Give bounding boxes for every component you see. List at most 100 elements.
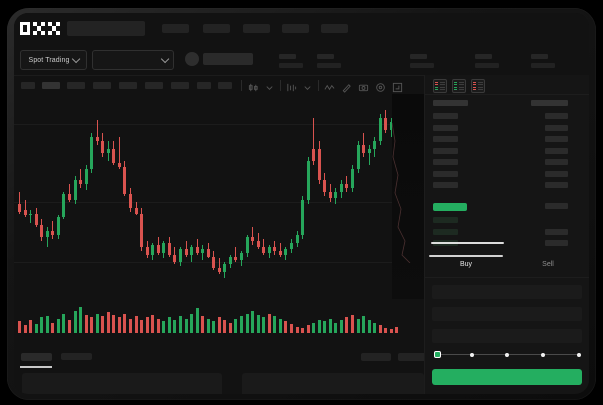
okx-logo-icon[interactable] [20, 22, 60, 35]
timeframe-5[interactable] [119, 82, 137, 89]
chart-right-overlay [392, 94, 424, 299]
volume-bar [367, 320, 371, 333]
volume-bar [351, 314, 354, 333]
tab-sell[interactable]: Sell [542, 261, 554, 268]
nav-search-placeholder[interactable] [67, 21, 145, 36]
timeframe-9[interactable] [218, 82, 232, 89]
orderbook-ask-row [433, 159, 458, 165]
candle-body [317, 149, 321, 181]
volume-bar [262, 317, 266, 333]
trading-pair-selector[interactable] [92, 50, 174, 70]
candle-body [95, 137, 99, 142]
bottom-tab-2[interactable] [61, 353, 92, 360]
bottom-tab-1-active[interactable] [21, 353, 52, 361]
volume-bar [228, 322, 232, 333]
candle-body [356, 145, 360, 169]
chevron-down-icon[interactable] [302, 80, 313, 91]
orderbook-spread-value [545, 203, 568, 209]
candle-body [190, 246, 194, 255]
nav-item-3[interactable] [243, 24, 270, 33]
candle-body [79, 180, 83, 185]
candle-body [90, 137, 94, 169]
line-chart-icon[interactable] [324, 80, 335, 91]
orderbook-asks-icon[interactable] [471, 79, 485, 93]
settings-icon[interactable] [375, 80, 386, 92]
candle-wick [368, 145, 370, 165]
candle-body [145, 246, 149, 255]
fullscreen-icon[interactable] [392, 80, 403, 93]
orderbook-rows[interactable] [425, 94, 589, 247]
bottom-panel-right [242, 373, 424, 394]
ticker-stat-2 [317, 54, 341, 68]
orderbook-spread-highlight [433, 203, 467, 211]
slider-stop-100[interactable] [577, 352, 581, 357]
orderbook-bids-icon[interactable] [452, 79, 466, 93]
amount-percent-slider[interactable] [434, 351, 582, 358]
bottom-action-2[interactable] [398, 353, 428, 361]
nav-item-5[interactable] [321, 24, 348, 33]
candlestick-chart[interactable] [14, 94, 424, 294]
candle-body [162, 242, 166, 253]
volume-bar [245, 313, 249, 333]
candle-wick [30, 209, 32, 224]
tab-buy[interactable]: Buy [459, 261, 473, 268]
amount-field[interactable] [432, 329, 582, 343]
order-type-field[interactable] [432, 285, 582, 299]
volume-bar [117, 317, 121, 333]
candle-body [334, 192, 338, 198]
candle-body [256, 240, 260, 247]
camera-icon[interactable] [358, 80, 369, 92]
volume-bar [267, 313, 271, 333]
volume-bar [51, 322, 55, 333]
submit-buy-button[interactable] [432, 369, 582, 385]
timeframe-2-active[interactable] [42, 82, 60, 89]
timeframe-1[interactable] [21, 82, 35, 89]
slider-stop-25[interactable] [470, 352, 474, 357]
candle-body [384, 117, 388, 130]
volume-bar [317, 320, 321, 333]
timeframe-4[interactable] [93, 82, 111, 89]
nav-item-4[interactable] [282, 24, 309, 33]
volume-bar [45, 316, 49, 333]
candle-body [178, 248, 182, 263]
pencil-icon[interactable] [341, 80, 352, 93]
slider-stop-75[interactable] [541, 352, 545, 357]
candle-body [173, 254, 177, 263]
volume-bar [156, 318, 160, 333]
candle-body [123, 166, 127, 194]
candlestick-icon[interactable] [248, 80, 259, 92]
volume-bar [384, 327, 388, 333]
nav-item-1[interactable] [162, 24, 189, 33]
volume-bar [206, 318, 210, 333]
timeframe-6[interactable] [145, 82, 163, 89]
candle-body [40, 225, 44, 237]
slider-handle[interactable] [434, 351, 441, 358]
top-navigation-bar [14, 13, 589, 44]
candle-wick [218, 258, 220, 275]
market-type-selector[interactable]: Spot Trading [20, 50, 87, 70]
candle-body [29, 213, 33, 216]
volume-bar [301, 327, 305, 333]
candle-body [351, 168, 354, 189]
ticker-stat-3 [410, 54, 434, 68]
bottom-action-1[interactable] [361, 353, 391, 361]
slider-stop-50[interactable] [505, 352, 509, 357]
candle-body [34, 213, 38, 226]
volume-bar [167, 317, 171, 333]
price-field[interactable] [432, 307, 582, 321]
orderbook-scrollbar[interactable] [431, 242, 504, 244]
orderbook-ask-value [545, 182, 568, 188]
timeframe-3[interactable] [67, 82, 85, 89]
candle-wick [313, 117, 315, 165]
candle-body [134, 207, 138, 214]
timeframe-7[interactable] [171, 82, 189, 89]
timeframe-8[interactable] [197, 82, 211, 89]
volume-bar [323, 321, 327, 333]
indicator-icon[interactable] [286, 80, 297, 92]
nav-item-2[interactable] [203, 24, 230, 33]
orderbook-both-icon[interactable] [433, 79, 447, 93]
volume-bar [18, 321, 21, 333]
chart-gridline [14, 124, 424, 125]
chevron-down-icon[interactable] [264, 80, 275, 91]
